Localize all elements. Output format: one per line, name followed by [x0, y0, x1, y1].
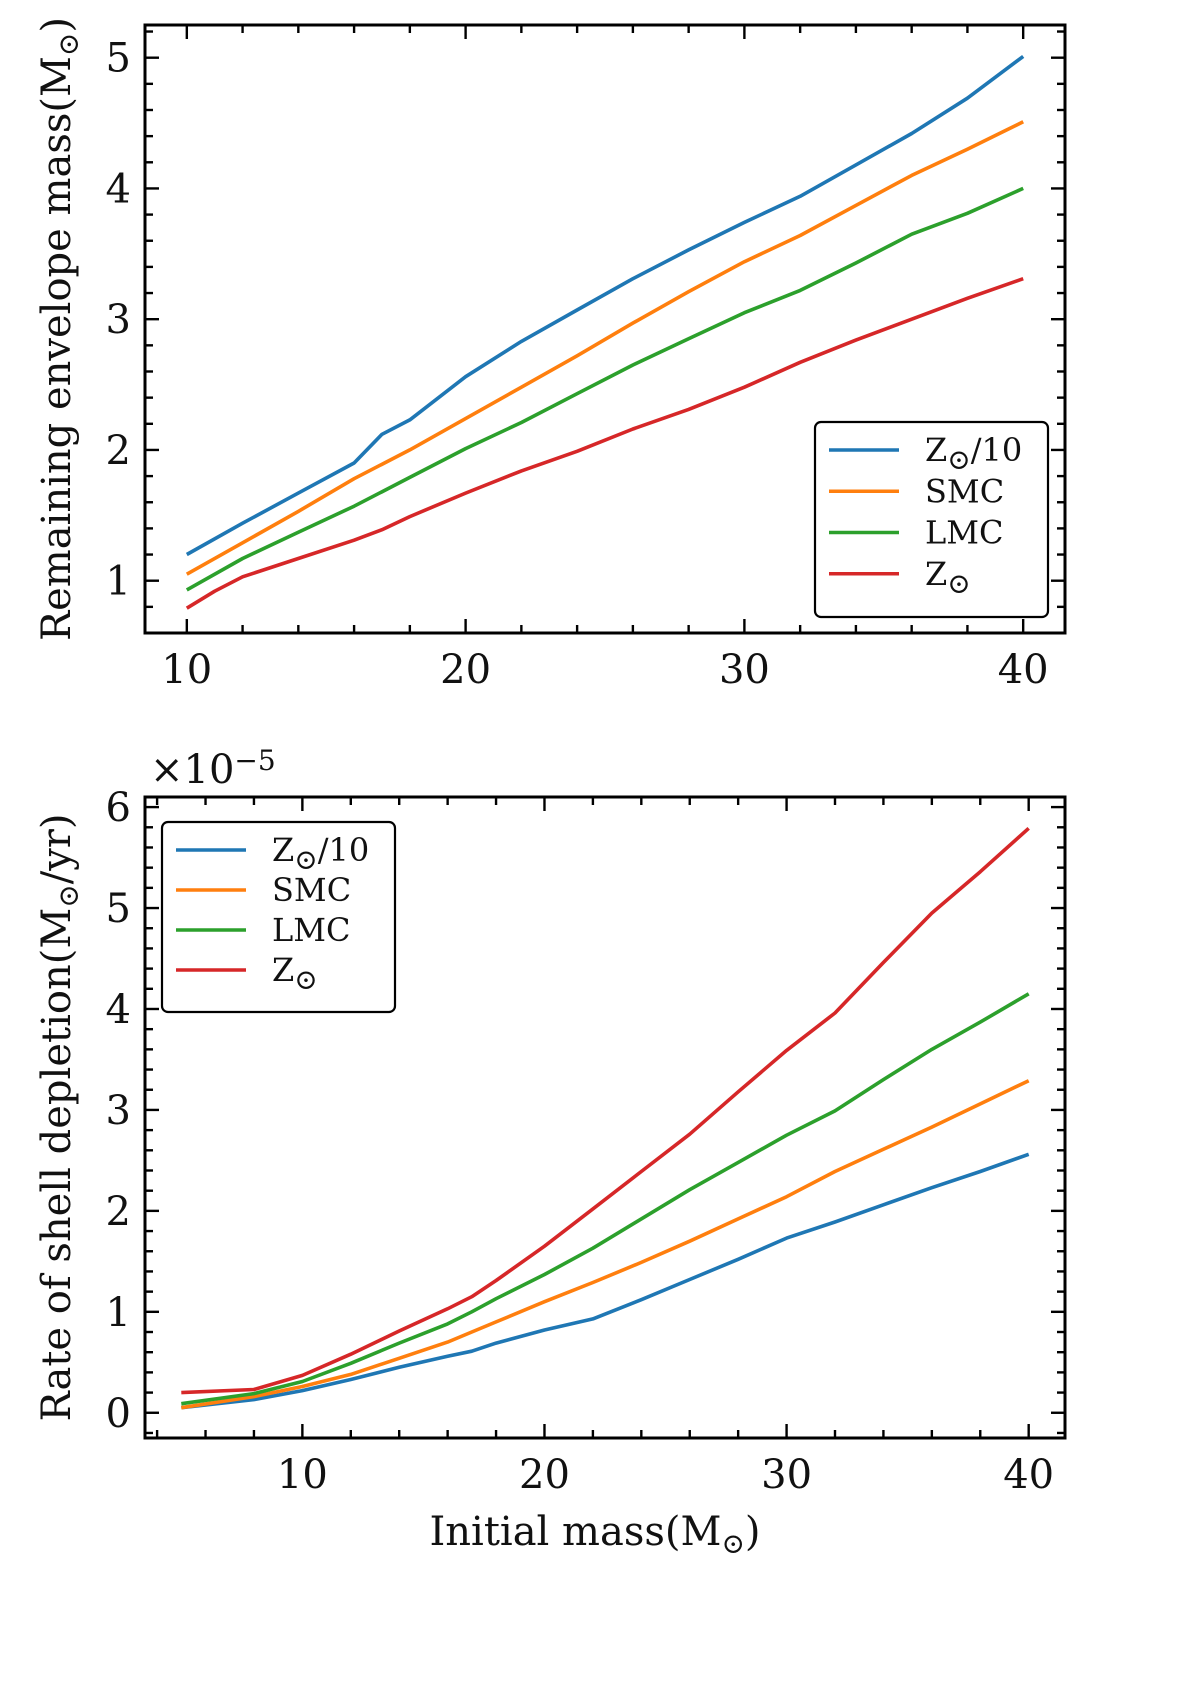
y-tick-label: 6	[106, 785, 131, 831]
y-tick-label: 0	[106, 1391, 131, 1437]
series-line-2-3	[181, 992, 1030, 1406]
plot-frame	[143, 795, 1067, 1440]
y-tick-label: 5	[106, 36, 131, 82]
x-tick-label: 20	[519, 1452, 570, 1498]
y-tick-label: 2	[106, 1189, 131, 1235]
y-tick-label: 1	[106, 559, 131, 605]
legend-label: SMC	[272, 871, 351, 909]
y-tick-label: 2	[106, 428, 131, 474]
y-axis-label: Rate of shell depletion(M⊙​/yr)	[34, 813, 85, 1421]
series-line-1-2	[185, 120, 1024, 576]
y-tick-label: 3	[106, 1088, 131, 1134]
legend-label: Z⊙​/10	[272, 831, 369, 876]
legend-label: LMC	[925, 514, 1004, 552]
x-tick-label: 20	[440, 647, 491, 693]
series-line-2-4	[181, 826, 1030, 1395]
chart-panel-2: 10 20 30 40 0 1 2 3 4 5 6 Rate of shell depletion(M…	[34, 744, 1067, 1560]
legend-box	[813, 420, 1050, 619]
y-tick-label: 1	[106, 1290, 131, 1336]
y-tick-label: 4	[106, 987, 131, 1033]
y-offset-text: ×10−5	[150, 744, 276, 793]
legend-label: LMC	[272, 911, 351, 949]
x-tick-label: 10	[161, 647, 212, 693]
x-axis-label: Initial mass(M⊙​)	[429, 1509, 760, 1560]
legend-label: Z⊙​/10	[925, 431, 1022, 476]
series-line-1-3	[185, 186, 1024, 592]
x-tick-label: 40	[998, 647, 1049, 693]
y-tick-label: 3	[106, 297, 131, 343]
x-tick-label: 40	[1003, 1452, 1054, 1498]
series-line-1-1	[185, 54, 1025, 557]
legend-label: SMC	[925, 472, 1004, 510]
y-axis-label: Remaining envelope mass(M⊙​)	[34, 17, 85, 641]
series-line-1-4	[185, 277, 1024, 610]
x-tick-label: 10	[277, 1452, 328, 1498]
y-tick-label: 5	[106, 886, 131, 932]
chart-panel-1: 10 20 30 40 1 2 3 4 5 Remaining envelope mass(M⊙​…	[34, 17, 1067, 693]
series-line-2-2	[181, 1079, 1030, 1410]
x-tick-label: 30	[719, 647, 770, 693]
x-tick-label: 30	[761, 1452, 812, 1498]
plot-frame	[143, 23, 1067, 635]
legend-box	[160, 820, 397, 1014]
series-line-2-1	[181, 1152, 1030, 1410]
y-tick-label: 4	[106, 166, 131, 212]
